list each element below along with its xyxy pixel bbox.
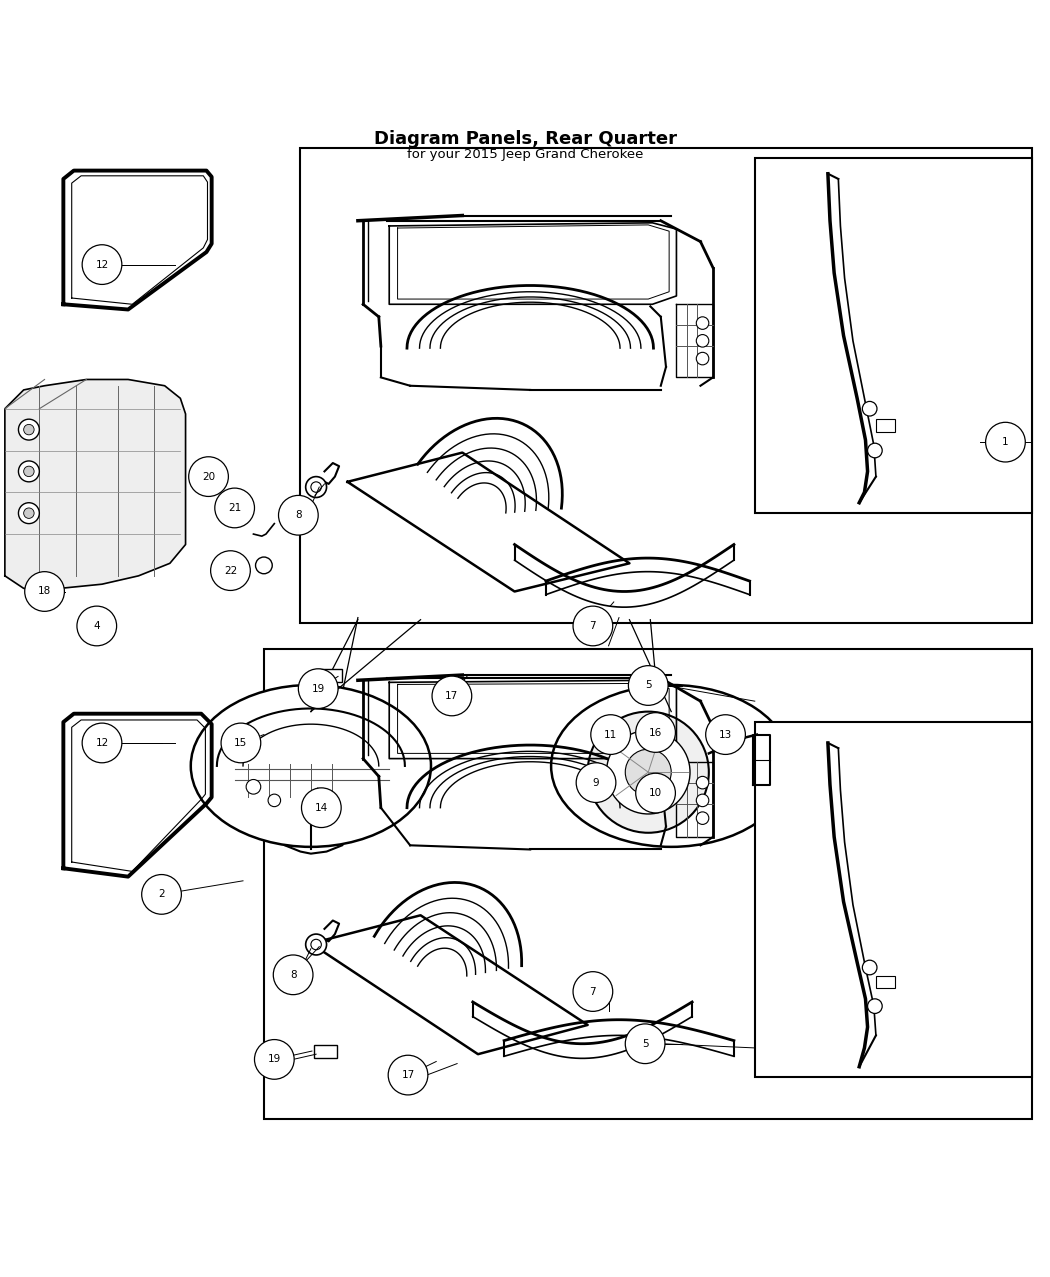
- Text: 8: 8: [295, 511, 301, 520]
- Circle shape: [635, 713, 675, 752]
- Circle shape: [246, 779, 260, 794]
- Circle shape: [24, 508, 34, 518]
- Circle shape: [573, 607, 613, 646]
- Circle shape: [25, 572, 64, 612]
- FancyBboxPatch shape: [319, 669, 342, 682]
- Circle shape: [591, 715, 630, 755]
- Text: 12: 12: [96, 259, 108, 269]
- FancyBboxPatch shape: [755, 722, 1031, 1078]
- Text: 8: 8: [290, 969, 296, 979]
- Text: 17: 17: [401, 1070, 415, 1080]
- Circle shape: [222, 723, 260, 762]
- Text: 17: 17: [445, 691, 459, 701]
- Circle shape: [986, 423, 1025, 462]
- Text: 7: 7: [590, 621, 596, 631]
- Circle shape: [19, 461, 39, 481]
- Circle shape: [706, 715, 746, 755]
- Circle shape: [82, 723, 122, 762]
- Circle shape: [19, 503, 39, 524]
- Circle shape: [311, 481, 321, 492]
- Text: Diagram Panels, Rear Quarter: Diagram Panels, Rear Quarter: [374, 130, 676, 148]
- Text: 12: 12: [96, 738, 108, 748]
- FancyBboxPatch shape: [314, 1045, 337, 1059]
- Circle shape: [696, 776, 709, 789]
- Circle shape: [576, 762, 616, 802]
- FancyBboxPatch shape: [876, 419, 895, 432]
- Circle shape: [19, 419, 39, 441]
- Text: 15: 15: [234, 738, 248, 748]
- Text: 21: 21: [228, 503, 242, 513]
- Circle shape: [862, 960, 877, 974]
- Circle shape: [298, 669, 338, 709]
- Text: 1: 1: [1002, 437, 1009, 447]
- Circle shape: [573, 972, 613, 1011]
- Text: 5: 5: [642, 1038, 649, 1048]
- Ellipse shape: [551, 684, 792, 847]
- FancyBboxPatch shape: [300, 148, 1031, 623]
- Circle shape: [24, 466, 34, 476]
- Circle shape: [696, 317, 709, 329]
- Circle shape: [696, 352, 709, 365]
- Circle shape: [255, 557, 272, 573]
- Text: 4: 4: [93, 621, 100, 631]
- Text: 16: 16: [649, 728, 663, 738]
- Circle shape: [254, 1039, 294, 1079]
- Text: 7: 7: [590, 987, 596, 996]
- FancyBboxPatch shape: [876, 976, 895, 988]
- Circle shape: [628, 665, 668, 705]
- Text: 2: 2: [159, 889, 165, 899]
- Circle shape: [301, 788, 341, 827]
- FancyBboxPatch shape: [264, 649, 1031, 1119]
- Circle shape: [278, 495, 318, 535]
- Circle shape: [189, 457, 229, 497]
- Text: 14: 14: [315, 803, 328, 812]
- Text: 19: 19: [312, 683, 324, 693]
- Circle shape: [432, 676, 471, 716]
- Text: 19: 19: [268, 1055, 281, 1065]
- Circle shape: [696, 794, 709, 807]
- Circle shape: [311, 940, 321, 950]
- Text: 20: 20: [202, 471, 215, 481]
- Circle shape: [211, 550, 250, 590]
- Circle shape: [82, 245, 122, 285]
- Text: 18: 18: [38, 586, 51, 596]
- Circle shape: [24, 424, 34, 435]
- Circle shape: [625, 750, 671, 796]
- Circle shape: [273, 955, 313, 995]
- Text: 22: 22: [224, 566, 237, 576]
- Circle shape: [268, 794, 280, 807]
- Circle shape: [867, 443, 882, 458]
- Circle shape: [306, 476, 327, 498]
- Ellipse shape: [191, 684, 430, 847]
- Circle shape: [696, 812, 709, 825]
- Circle shape: [607, 730, 690, 813]
- Text: 11: 11: [604, 729, 617, 739]
- Text: 10: 10: [649, 788, 663, 798]
- Circle shape: [77, 607, 117, 646]
- Text: 9: 9: [592, 778, 600, 788]
- Text: 13: 13: [719, 729, 732, 739]
- Circle shape: [142, 875, 182, 914]
- Circle shape: [625, 1024, 665, 1064]
- FancyBboxPatch shape: [755, 158, 1031, 513]
- Circle shape: [867, 999, 882, 1014]
- Text: for your 2015 Jeep Grand Cherokee: for your 2015 Jeep Grand Cherokee: [406, 148, 644, 161]
- Text: 5: 5: [645, 681, 652, 691]
- Circle shape: [635, 774, 675, 813]
- Circle shape: [696, 335, 709, 347]
- Circle shape: [862, 401, 877, 416]
- Polygon shape: [5, 379, 186, 589]
- Circle shape: [588, 711, 709, 833]
- Circle shape: [388, 1055, 427, 1094]
- Circle shape: [215, 488, 254, 527]
- Circle shape: [306, 933, 327, 955]
